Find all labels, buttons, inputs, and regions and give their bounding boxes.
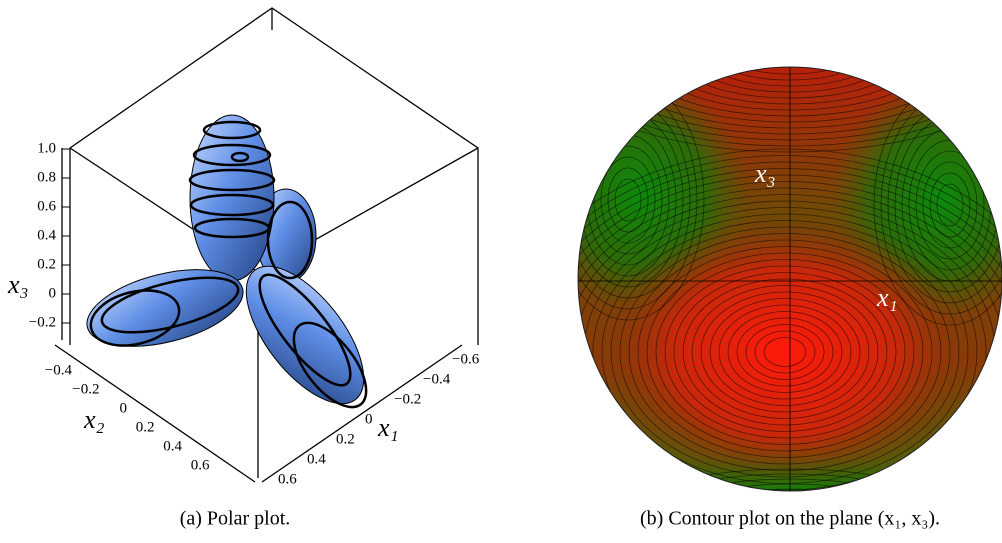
contour-line (763, 337, 807, 367)
contour-line (578, 187, 1002, 491)
contour-line (727, 311, 843, 393)
tick-label: −0.4 (45, 362, 73, 378)
contour-line (745, 324, 825, 380)
tick-label: 0.4 (37, 227, 56, 243)
tick-label: 0.2 (136, 419, 155, 435)
contour-line (578, 155, 1002, 491)
caption: (b) Contour plot on the plane (x₁, x₃). (640, 508, 940, 530)
contour-line (610, 226, 960, 478)
polar-surface (86, 114, 368, 409)
tick-label: 0.6 (191, 457, 210, 473)
x3-label: x₃ (754, 159, 776, 188)
contour-line (646, 252, 924, 452)
contour-line (593, 145, 663, 255)
tick-label: 0 (365, 411, 373, 427)
contour-line (578, 194, 1002, 491)
tick-label: 0.2 (336, 431, 355, 447)
contour-line (691, 285, 879, 419)
caption: (a) Polar plot. (180, 508, 291, 530)
contour-line (592, 213, 978, 491)
contour-line (607, 167, 649, 233)
contour-line (578, 168, 1002, 491)
tick-label: −0.2 (29, 314, 56, 330)
tick-label: −0.6 (452, 351, 480, 367)
axis-label: x₃ (7, 270, 29, 299)
contour-line (700, 291, 870, 413)
tick-label: −0.4 (423, 371, 451, 387)
contour-plot (578, 67, 1002, 491)
tick-label: 0.2 (37, 256, 56, 272)
contour-line (601, 220, 969, 484)
contour-line (578, 174, 1002, 491)
contour-line (600, 156, 656, 244)
contour-line (578, 161, 1002, 491)
tick-label: 0.6 (37, 198, 56, 214)
contour-line (578, 148, 1002, 491)
tick-label: −0.2 (72, 381, 99, 397)
contour-line (628, 239, 942, 465)
contour-line (736, 317, 834, 387)
contour-line (936, 183, 964, 227)
axis-label: x₂ (83, 405, 105, 434)
contour-line (929, 172, 971, 238)
tick-label: 0.4 (307, 451, 326, 467)
contour-line (682, 278, 888, 426)
contour-line (709, 298, 861, 406)
contour-line (637, 246, 933, 458)
contour-line (614, 178, 642, 222)
tick-label: 0.6 (278, 471, 297, 487)
contour-line (754, 330, 816, 374)
tick-label: 1.0 (37, 140, 56, 156)
disc-border (577, 66, 1002, 492)
contour-line (578, 181, 1002, 491)
contour-line (673, 272, 897, 432)
tick-label: −0.2 (394, 391, 421, 407)
tick-label: 0.8 (37, 169, 56, 185)
contour-line (922, 161, 978, 249)
contour-line (655, 259, 915, 445)
contour-line (915, 150, 985, 260)
contour-line (664, 265, 906, 439)
tick-label: 0 (49, 285, 57, 301)
tick-label: 0 (120, 400, 128, 416)
x1-label: x₁ (876, 283, 898, 312)
axis-label: x₁ (377, 413, 399, 442)
contour-line (619, 233, 951, 471)
contour-line (718, 304, 852, 400)
tick-label: 0.4 (163, 438, 182, 454)
